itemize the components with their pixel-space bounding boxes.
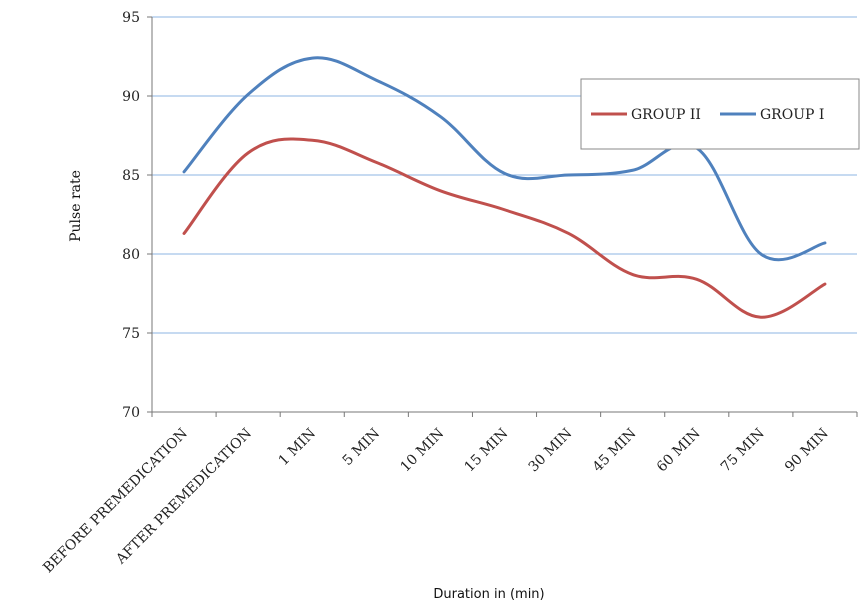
y-axis-title: Pulse rate [68, 170, 84, 242]
x-tick-label: 5 MIN [340, 426, 383, 469]
x-tick-label: 1 MIN [276, 426, 319, 469]
legend-label-group-i: GROUP I [760, 107, 824, 123]
axes [147, 16, 858, 417]
y-tick-labels: 70 75 80 85 90 95 [122, 10, 140, 421]
x-tick-label: 45 MIN [590, 426, 640, 476]
series-line-group-ii [182, 137, 827, 319]
y-tick-label: 90 [122, 89, 140, 105]
x-tick-label: AFTER PREMEDICATION [112, 426, 254, 568]
y-tick-label: 70 [122, 405, 140, 421]
x-tick-label: 30 MIN [526, 426, 576, 476]
y-tick-label: 80 [122, 247, 140, 263]
y-tick-label: 75 [122, 326, 140, 342]
x-tick-label: 10 MIN [397, 426, 447, 476]
series-lines [182, 56, 827, 319]
legend: GROUP II GROUP I [580, 78, 860, 150]
series-line-group-i [182, 56, 827, 262]
x-tick-label: 75 MIN [718, 426, 768, 476]
x-tick-label: 60 MIN [654, 426, 704, 476]
x-tick-label: 15 MIN [462, 426, 512, 476]
x-tick-label: 90 MIN [782, 426, 832, 476]
y-tick-label: 95 [122, 10, 140, 26]
legend-label-group-ii: GROUP II [631, 107, 701, 123]
x-axis-title: Duration in (min) [433, 587, 544, 602]
y-tick-label: 85 [122, 168, 140, 184]
